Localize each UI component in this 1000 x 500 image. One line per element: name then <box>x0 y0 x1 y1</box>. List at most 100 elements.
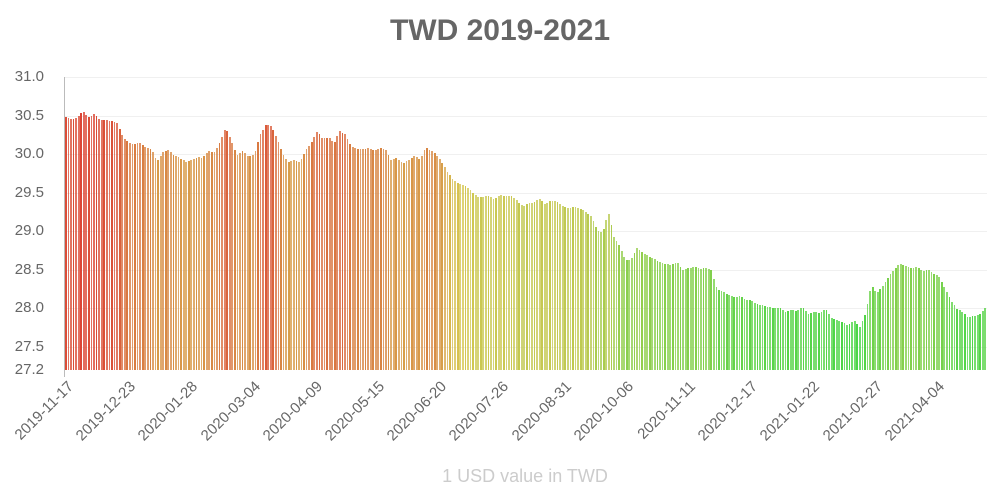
bar <box>121 135 124 370</box>
y-tick-label: 27.5 <box>14 337 44 355</box>
bar <box>618 245 620 370</box>
bar <box>269 126 272 370</box>
bar <box>782 310 784 370</box>
bar <box>436 155 439 370</box>
bar <box>764 305 766 370</box>
bar <box>134 143 136 370</box>
bar <box>956 308 959 370</box>
bar <box>779 308 782 370</box>
bar <box>651 258 654 370</box>
bar <box>367 148 369 370</box>
bar <box>835 319 838 370</box>
bar <box>838 320 841 370</box>
bar <box>887 277 889 370</box>
bar <box>446 171 449 370</box>
bar <box>879 289 882 370</box>
bar <box>487 195 490 370</box>
bar <box>569 207 572 370</box>
bar <box>308 145 311 370</box>
bar <box>313 136 316 370</box>
bar <box>116 123 118 370</box>
bar <box>177 157 180 370</box>
bar <box>385 150 387 370</box>
bar <box>833 318 836 370</box>
y-tick-label: 30.0 <box>14 145 44 163</box>
bar <box>679 266 682 370</box>
bar <box>646 255 649 370</box>
bar <box>648 256 651 370</box>
bar <box>441 162 444 370</box>
bar <box>111 121 113 370</box>
bar <box>736 296 738 370</box>
bar <box>597 230 600 370</box>
bar <box>200 157 203 370</box>
bar <box>966 316 969 370</box>
bar <box>620 251 623 370</box>
bar <box>805 311 807 370</box>
bar <box>531 202 533 370</box>
bar <box>213 152 216 370</box>
bar <box>636 248 638 370</box>
bar <box>846 324 848 370</box>
bar <box>810 312 813 370</box>
bar <box>938 277 941 370</box>
bar <box>538 198 541 370</box>
bar <box>72 118 75 370</box>
bar <box>157 160 159 370</box>
bar <box>351 146 354 370</box>
bar <box>108 120 111 370</box>
bar <box>118 129 121 370</box>
bar <box>359 149 362 370</box>
bar <box>495 197 498 370</box>
bar <box>526 204 528 370</box>
bar <box>93 114 95 370</box>
bar <box>518 202 521 370</box>
bar <box>290 161 293 370</box>
bar <box>815 312 818 370</box>
bar <box>315 131 318 370</box>
y-tick-label: 29.0 <box>14 222 44 240</box>
bar <box>677 263 679 370</box>
bar <box>851 322 853 370</box>
bar <box>149 148 152 370</box>
bar <box>164 151 167 370</box>
bar <box>574 206 577 370</box>
bar <box>408 159 410 370</box>
bar <box>692 266 695 370</box>
bar <box>922 270 925 370</box>
bar <box>533 201 536 370</box>
bar <box>502 196 505 370</box>
bar <box>582 210 585 370</box>
bar <box>300 158 303 370</box>
bar <box>566 207 569 370</box>
bar <box>129 142 131 370</box>
bar <box>940 281 943 370</box>
bar <box>774 308 777 370</box>
bar <box>961 312 964 370</box>
bar <box>318 134 321 370</box>
bar <box>372 149 375 370</box>
bar <box>257 141 259 370</box>
bar <box>374 149 377 370</box>
bar <box>920 270 923 370</box>
bar <box>187 160 190 370</box>
bar <box>528 203 531 370</box>
bar <box>479 197 482 370</box>
bar <box>280 149 282 370</box>
bar <box>216 147 218 370</box>
bar <box>556 202 559 370</box>
bar <box>182 160 185 370</box>
bar <box>193 158 195 370</box>
bar <box>746 299 748 370</box>
bar <box>295 160 298 370</box>
bar <box>928 270 930 370</box>
bar <box>561 205 564 370</box>
bar <box>285 158 287 370</box>
bar <box>700 268 702 370</box>
bar <box>205 152 208 370</box>
bar <box>884 282 887 370</box>
bar <box>344 134 346 370</box>
bar <box>930 272 933 370</box>
bar <box>520 205 523 370</box>
bar <box>841 321 843 370</box>
